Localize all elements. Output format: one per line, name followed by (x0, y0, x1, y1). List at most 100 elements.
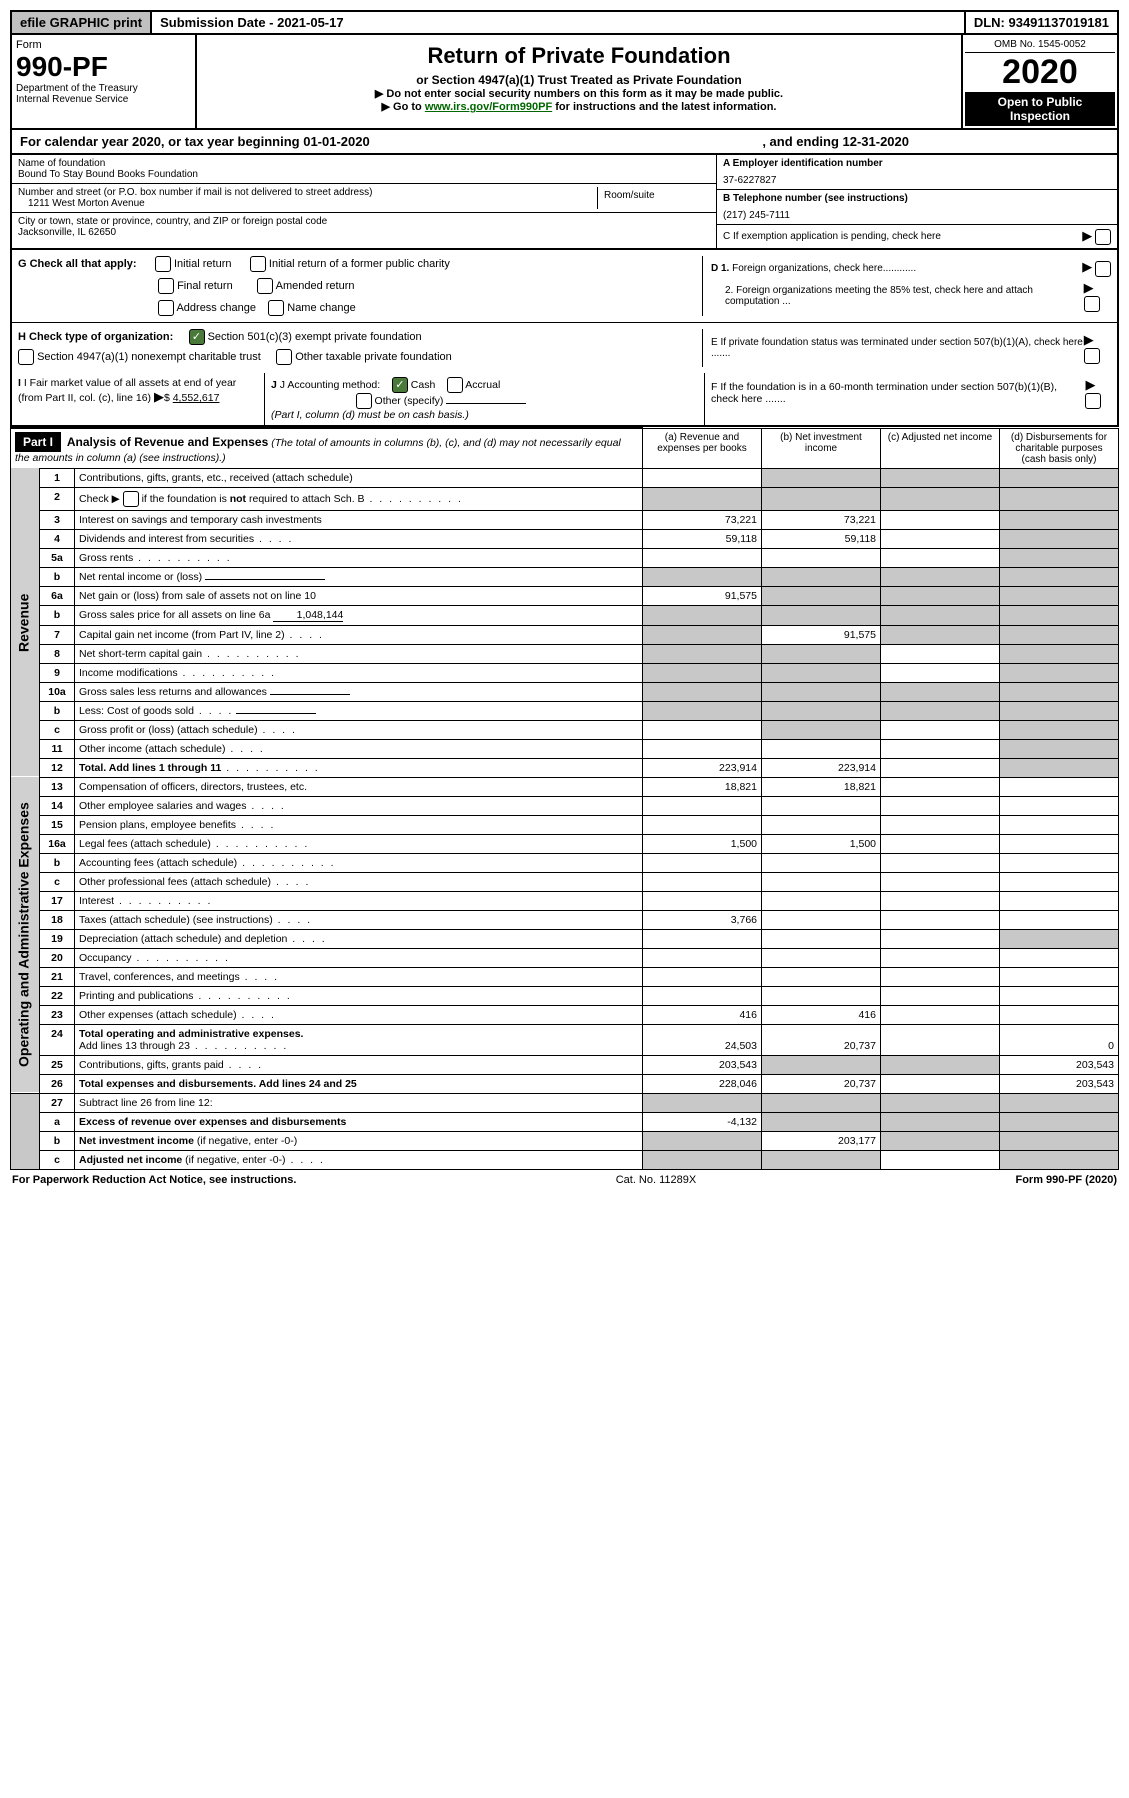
l17-num: 17 (40, 891, 75, 910)
calyear-begin: For calendar year 2020, or tax year begi… (20, 134, 370, 149)
l26-desc: Total expenses and disbursements. Add li… (75, 1074, 643, 1093)
ein-value: 37-6227827 (723, 169, 1111, 186)
part1-label: Part I (15, 432, 61, 452)
city-cell: City or town, state or province, country… (12, 213, 716, 241)
l4-num: 4 (40, 529, 75, 548)
g-initial-checkbox[interactable] (155, 256, 171, 272)
g-initial-former-checkbox[interactable] (250, 256, 266, 272)
l22-desc: Printing and publications (75, 986, 643, 1005)
l13-desc: Compensation of officers, directors, tru… (75, 777, 643, 796)
h-other-checkbox[interactable] (276, 349, 292, 365)
l6a-desc: Net gain or (loss) from sale of assets n… (75, 586, 643, 605)
l4-b: 59,118 (762, 529, 881, 548)
h-other: Other taxable private foundation (295, 351, 452, 363)
addr-value: 1211 West Morton Avenue (18, 198, 597, 209)
g-address-checkbox[interactable] (158, 300, 174, 316)
tax-year: 2020 (965, 53, 1115, 92)
city-value: Jacksonville, IL 62650 (18, 227, 710, 238)
g-initial-former: Initial return of a former public charit… (269, 258, 450, 270)
note2-pre: ▶ Go to (382, 101, 425, 113)
h-501c3-checkbox[interactable]: ✓ (189, 329, 205, 345)
l16a-num: 16a (40, 834, 75, 853)
col-a-header: (a) Revenue and expenses per books (643, 428, 762, 468)
l5b-num: b (40, 567, 75, 586)
l23-b: 416 (762, 1005, 881, 1024)
col-b-header: (b) Net investment income (762, 428, 881, 468)
d1-text: Foreign organizations, check here.......… (732, 263, 916, 274)
calyear-end: , and ending 12-31-2020 (762, 134, 909, 149)
form-header: Form 990-PF Department of the Treasury I… (10, 35, 1119, 130)
form-note2: ▶ Go to www.irs.gov/Form990PF for instru… (201, 100, 957, 113)
col-d-header: (d) Disbursements for charitable purpose… (1000, 428, 1119, 468)
address-row: Number and street (or P.O. box number if… (12, 184, 716, 213)
phone-cell: B Telephone number (see instructions) (2… (717, 190, 1117, 225)
e-checkbox[interactable] (1084, 348, 1100, 364)
j-accrual-checkbox[interactable] (447, 377, 463, 393)
l11-desc: Other income (attach schedule) (75, 739, 643, 758)
l18-desc: Taxes (attach schedule) (see instruction… (75, 910, 643, 929)
city-label: City or town, state or province, country… (18, 216, 710, 227)
l27a-a: -4,132 (643, 1112, 762, 1131)
l7-desc: Capital gain net income (from Part IV, l… (75, 625, 643, 644)
l27b-b: 203,177 (762, 1131, 881, 1150)
l24-a: 24,503 (643, 1024, 762, 1055)
l7-b: 91,575 (762, 625, 881, 644)
f-checkbox[interactable] (1085, 393, 1101, 409)
l24-d: 0 (1000, 1024, 1119, 1055)
form-number: 990-PF (16, 51, 191, 83)
footer-center: Cat. No. 11289X (616, 1174, 697, 1186)
col-i: I I Fair market value of all assets at e… (12, 373, 265, 425)
col-j: J J Accounting method: ✓ Cash Accrual Ot… (265, 373, 705, 425)
col-f: F If the foundation is in a 60-month ter… (705, 373, 1117, 425)
irs-link[interactable]: www.irs.gov/Form990PF (425, 101, 552, 113)
l4-a: 59,118 (643, 529, 762, 548)
form-label: Form (16, 39, 191, 51)
expenses-label: Operating and Administrative Expenses (11, 777, 40, 1093)
c-checkbox[interactable] (1095, 229, 1111, 245)
foundation-name-cell: Name of foundation Bound To Stay Bound B… (12, 155, 716, 184)
l12-a: 223,914 (643, 758, 762, 777)
g-amended-checkbox[interactable] (257, 278, 273, 294)
top-bar: efile GRAPHIC print Submission Date - 20… (10, 10, 1119, 35)
d1-checkbox[interactable] (1095, 261, 1111, 277)
addr-label: Number and street (or P.O. box number if… (18, 187, 597, 198)
l13-a: 18,821 (643, 777, 762, 796)
l2-desc: Check ▶ if the foundation is not require… (75, 487, 643, 510)
l19-desc: Depreciation (attach schedule) and deple… (75, 929, 643, 948)
l24-num: 24 (40, 1024, 75, 1055)
g-final: Final return (177, 280, 233, 292)
l26-a: 228,046 (643, 1074, 762, 1093)
l7-num: 7 (40, 625, 75, 644)
g-final-checkbox[interactable] (158, 278, 174, 294)
l2-checkbox[interactable] (123, 491, 139, 507)
l18-a: 3,766 (643, 910, 762, 929)
l27-num: 27 (40, 1093, 75, 1112)
l19-num: 19 (40, 929, 75, 948)
h-4947-checkbox[interactable] (18, 349, 34, 365)
revenue-label: Revenue (11, 468, 40, 777)
footer-left: For Paperwork Reduction Act Notice, see … (12, 1174, 296, 1186)
g-address: Address change (176, 302, 256, 314)
dln: DLN: 93491137019181 (964, 12, 1117, 33)
l8-num: 8 (40, 644, 75, 663)
l2-num: 2 (40, 487, 75, 510)
l10b-desc: Less: Cost of goods sold (75, 701, 643, 720)
l15-num: 15 (40, 815, 75, 834)
g-label: G Check all that apply: (18, 258, 137, 270)
g-name-checkbox[interactable] (268, 300, 284, 316)
d2-checkbox[interactable] (1084, 296, 1100, 312)
l10b-num: b (40, 701, 75, 720)
l23-num: 23 (40, 1005, 75, 1024)
l10a-desc: Gross sales less returns and allowances (75, 682, 643, 701)
j-other-checkbox[interactable] (356, 393, 372, 409)
part1-title: Analysis of Revenue and Expenses (67, 435, 268, 449)
l4-desc: Dividends and interest from securities (75, 529, 643, 548)
l3-a: 73,221 (643, 510, 762, 529)
l23-a: 416 (643, 1005, 762, 1024)
l17-desc: Interest (75, 891, 643, 910)
foundation-name: Bound To Stay Bound Books Foundation (18, 169, 710, 180)
l15-desc: Pension plans, employee benefits (75, 815, 643, 834)
l1-num: 1 (40, 468, 75, 487)
l12-num: 12 (40, 758, 75, 777)
j-cash-checkbox[interactable]: ✓ (392, 377, 408, 393)
